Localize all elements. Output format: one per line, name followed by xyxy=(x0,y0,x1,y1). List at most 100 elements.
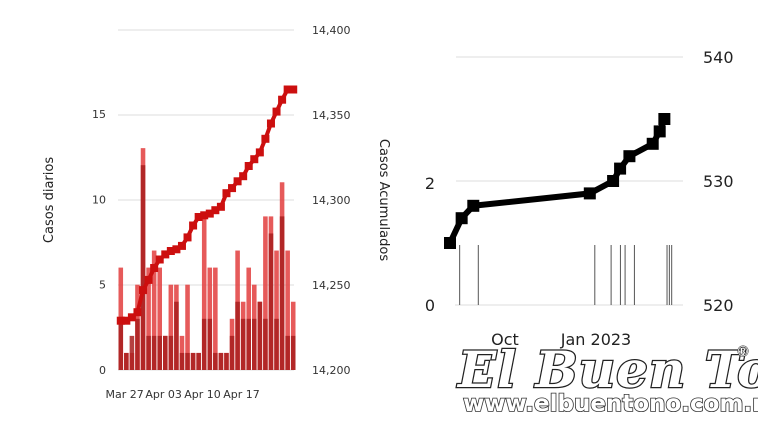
cumulative-line-marker xyxy=(583,187,596,200)
daily-bar-dark xyxy=(246,318,251,370)
cumulative-line-marker xyxy=(194,213,203,221)
daily-bar-dark xyxy=(157,335,162,370)
left-y-tick-label: 5 xyxy=(99,279,106,292)
cumulative-line-marker xyxy=(150,264,159,272)
right-chart-right-ticks: 520 530 540 xyxy=(703,48,734,315)
left-x-ticks: Mar 27 Apr 03 Apr 10 Apr 17 xyxy=(106,388,260,401)
cumulative-line-marker xyxy=(211,206,220,215)
right-chart-left-tick: 2 xyxy=(425,174,435,193)
x-tick-label: Apr 03 xyxy=(145,388,182,401)
daily-bar-dark xyxy=(263,318,268,370)
daily-bar-dark xyxy=(129,335,135,370)
cumulative-line-marker xyxy=(272,107,281,116)
cumulative-line-marker xyxy=(205,209,214,218)
cumulative-line-marker xyxy=(607,175,620,187)
daily-bar-dark xyxy=(235,301,240,370)
right-y-tick-label: 14,250 xyxy=(312,279,351,292)
cumulative-line-marker xyxy=(177,241,186,250)
cumulative-line-marker xyxy=(200,211,209,220)
daily-bar-dark xyxy=(207,318,213,370)
right-chart-right-tick: 530 xyxy=(703,172,734,191)
daily-bar-dark xyxy=(196,352,201,370)
daily-bar-light xyxy=(151,250,157,370)
right-y-tick-label: 14,400 xyxy=(312,24,351,37)
cumulative-line-path xyxy=(447,117,668,245)
left-chart: 0 5 10 15 14,200 14,250 14,300 14,350 14,400 Ma… xyxy=(42,24,391,401)
cumulative-line-marker xyxy=(255,148,264,157)
watermark-brand: El Buen Tono xyxy=(456,340,758,399)
daily-bar-dark xyxy=(268,233,274,370)
cumulative-line-marker xyxy=(216,202,225,211)
daily-bar-dark xyxy=(190,352,196,370)
watermark-registered: ® xyxy=(736,344,750,360)
daily-bar-dark xyxy=(229,335,235,370)
cumulative-line-marker xyxy=(658,113,671,125)
cumulative-line-marker xyxy=(261,134,270,143)
cumulative-line-marker xyxy=(444,237,456,249)
right-chart-left-ticks: 02 xyxy=(425,174,435,315)
right-grid xyxy=(455,56,683,306)
cumulative-line-marker xyxy=(233,177,242,186)
cumulative-line-marker xyxy=(614,162,627,175)
right-y-tick-label: 14,350 xyxy=(312,109,351,122)
right-y-tick-label: 14,200 xyxy=(312,364,351,377)
daily-bar-light xyxy=(263,216,268,370)
daily-bar-dark xyxy=(201,318,207,370)
cumulative-line-marker xyxy=(455,212,468,225)
daily-bar-light xyxy=(146,267,151,370)
daily-bar-light xyxy=(213,267,218,370)
daily-bar-dark xyxy=(252,318,257,370)
daily-bar-dark xyxy=(163,335,168,370)
left-y-ticks: 0 5 10 15 xyxy=(92,108,106,377)
x-tick-label: Apr 10 xyxy=(184,388,221,401)
right-rug xyxy=(459,245,673,305)
daily-bar-dark xyxy=(240,318,246,370)
daily-bar-dark xyxy=(274,318,279,370)
cumulative-line-marker xyxy=(166,247,175,255)
cumulative-line-marker xyxy=(623,150,636,163)
cumulative-line-marker xyxy=(122,316,131,325)
cumulative-line-marker xyxy=(278,95,287,104)
right-chart-x-tick: Oct xyxy=(491,330,519,349)
daily-bar-dark xyxy=(174,301,179,370)
cumulative-line-marker xyxy=(266,119,275,128)
cumulative-line-marker xyxy=(467,199,480,212)
left-cumulative-line xyxy=(116,85,298,325)
cumulative-line-marker xyxy=(144,275,153,284)
cumulative-line-marker xyxy=(250,155,259,164)
cumulative-line-marker xyxy=(183,233,192,242)
daily-bar-light xyxy=(157,267,162,370)
daily-bar-dark xyxy=(140,165,146,370)
daily-bar-light xyxy=(185,284,190,370)
watermark-logo: El Buen Tono ® www.elbuentono.com.mx xyxy=(455,339,758,418)
x-tick-label: Mar 27 xyxy=(106,388,144,401)
cumulative-line-marker xyxy=(646,137,659,150)
daily-bar-dark xyxy=(224,352,229,370)
left-y-tick-label: 0 xyxy=(99,364,106,377)
daily-bar-dark xyxy=(285,335,290,370)
cumulative-line-marker xyxy=(161,250,170,259)
cumulative-line-marker xyxy=(239,172,248,181)
right-chart-x-ticks: Oct Jan 2023 xyxy=(491,330,631,349)
cumulative-line-marker xyxy=(222,189,231,198)
cumulative-line-marker xyxy=(172,245,181,254)
left-y-axis-label: Casos diarios xyxy=(42,157,57,243)
daily-bar-dark xyxy=(279,216,285,370)
daily-bar-dark xyxy=(213,352,218,370)
cumulative-line-marker xyxy=(155,255,164,264)
daily-bar-light xyxy=(168,284,174,370)
daily-bar-dark xyxy=(124,352,129,370)
daily-bar-light xyxy=(285,250,290,370)
daily-bar-dark xyxy=(118,318,124,370)
left-y-tick-label: 15 xyxy=(92,108,106,121)
cumulative-line-marker xyxy=(228,184,237,193)
right-chart-left-tick: 0 xyxy=(425,296,435,315)
right-y-tick-label: 14,300 xyxy=(312,194,351,207)
daily-bar-dark xyxy=(146,335,151,370)
daily-bar-dark xyxy=(135,318,140,370)
right-chart-right-tick: 520 xyxy=(703,296,734,315)
daily-bar-dark xyxy=(185,352,190,370)
left-y-tick-label: 10 xyxy=(92,193,106,206)
